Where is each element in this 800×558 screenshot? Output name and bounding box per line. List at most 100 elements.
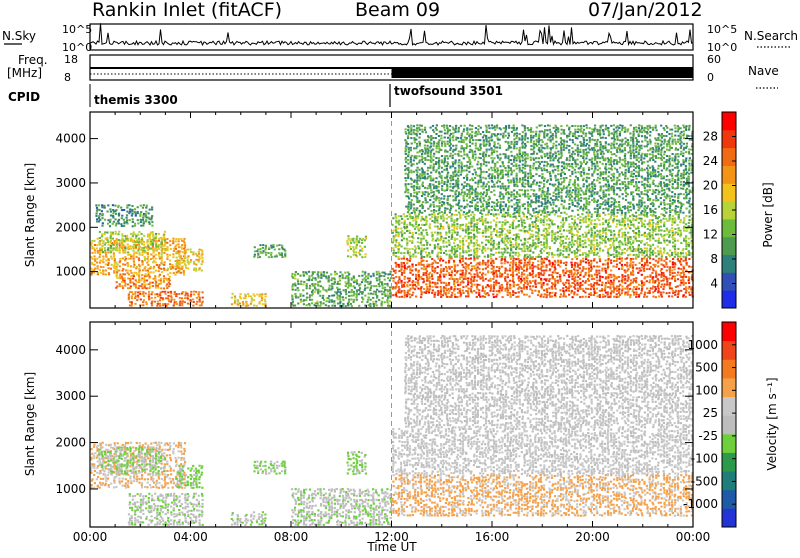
- range-time-cell: [660, 242, 662, 244]
- range-time-cell: [473, 220, 475, 222]
- range-time-cell: [393, 238, 395, 240]
- range-time-cell: [554, 236, 556, 238]
- range-time-cell: [430, 192, 432, 194]
- range-time-cell: [429, 205, 431, 207]
- range-time-cell: [683, 256, 685, 258]
- range-time-cell: [179, 263, 181, 265]
- range-time-cell: [492, 244, 494, 246]
- range-time-cell: [669, 260, 671, 262]
- range-time-cell: [130, 248, 132, 250]
- range-time-cell: [348, 285, 350, 287]
- range-time-cell: [568, 282, 570, 284]
- range-time-cell: [416, 129, 418, 131]
- range-time-cell: [105, 270, 107, 272]
- range-time-cell: [454, 214, 456, 216]
- range-time-cell: [465, 285, 467, 287]
- range-time-cell: [457, 204, 459, 206]
- range-time-cell: [352, 238, 354, 240]
- range-time-cell: [134, 225, 136, 227]
- range-time-cell: [652, 222, 654, 224]
- range-time-cell: [397, 227, 399, 229]
- range-time-cell: [201, 263, 203, 265]
- range-time-cell: [509, 292, 511, 294]
- range-time-cell: [598, 270, 600, 272]
- range-time-cell: [426, 244, 428, 246]
- range-time-cell: [666, 284, 668, 286]
- range-time-cell: [365, 253, 367, 255]
- range-time-cell: [455, 190, 457, 192]
- range-time-cell: [157, 303, 159, 305]
- range-time-cell: [657, 265, 659, 267]
- range-time-cell: [591, 232, 593, 234]
- range-time-cell: [532, 226, 534, 228]
- range-time-cell: [247, 305, 249, 307]
- range-time-cell: [671, 252, 673, 254]
- range-time-cell: [563, 274, 565, 276]
- range-time-cell: [462, 280, 464, 282]
- range-time-cell: [421, 224, 423, 226]
- range-time-cell: [443, 218, 445, 220]
- range-time-cell: [568, 280, 570, 282]
- range-time-cell: [658, 253, 660, 255]
- range-time-cell: [686, 230, 688, 232]
- range-time-cell: [370, 293, 372, 295]
- range-time-cell: [456, 238, 458, 240]
- range-time-cell: [325, 304, 327, 306]
- range-time-cell: [496, 276, 498, 278]
- range-time-cell: [404, 294, 406, 296]
- range-time-cell: [652, 280, 654, 282]
- range-time-cell: [627, 225, 629, 227]
- range-time-cell: [128, 297, 130, 299]
- range-time-cell: [457, 171, 459, 173]
- range-time-cell: [596, 223, 598, 225]
- range-time-cell: [439, 260, 441, 262]
- range-time-cell: [448, 216, 450, 218]
- range-time-cell: [554, 238, 556, 240]
- range-time-cell: [462, 255, 464, 257]
- range-time-cell: [457, 270, 459, 272]
- range-time-cell: [671, 254, 673, 256]
- range-time-cell: [448, 296, 450, 298]
- range-time-cell: [101, 247, 103, 249]
- range-time-cell: [590, 266, 592, 268]
- range-time-cell: [563, 256, 565, 258]
- range-time-cell: [565, 238, 567, 240]
- range-time-cell: [344, 277, 346, 279]
- range-time-cell: [504, 222, 506, 224]
- range-time-cell: [616, 293, 618, 295]
- range-time-cell: [91, 262, 93, 264]
- range-time-cell: [674, 244, 676, 246]
- range-time-cell: [580, 260, 582, 262]
- range-time-cell: [295, 295, 297, 297]
- range-time-cell: [524, 226, 526, 228]
- range-time-cell: [688, 286, 690, 288]
- range-time-cell: [596, 239, 598, 241]
- range-time-cell: [144, 285, 146, 287]
- range-time-cell: [152, 257, 154, 259]
- range-time-cell: [596, 214, 598, 216]
- range-time-cell: [460, 162, 462, 164]
- range-time-cell: [548, 280, 550, 282]
- range-time-cell: [151, 301, 153, 303]
- range-time-cell: [425, 240, 427, 242]
- range-time-cell: [560, 293, 562, 295]
- range-time-cell: [312, 289, 314, 291]
- nsky-trace: [90, 23, 693, 45]
- range-time-cell: [541, 248, 543, 250]
- range-time-cell: [630, 282, 632, 284]
- range-time-cell: [446, 184, 448, 186]
- range-time-cell: [437, 216, 439, 218]
- range-time-cell: [616, 220, 618, 222]
- range-time-cell: [160, 278, 162, 280]
- range-time-cell: [429, 223, 431, 225]
- range-time-cell: [162, 291, 164, 293]
- range-time-cell: [102, 242, 104, 244]
- range-time-cell: [518, 243, 520, 245]
- range-time-cell: [646, 214, 648, 216]
- range-time-cell: [640, 292, 642, 294]
- range-time-cell: [465, 258, 467, 260]
- range-time-cell: [512, 272, 514, 274]
- range-time-cell: [492, 268, 494, 270]
- range-time-cell: [588, 230, 590, 232]
- range-time-cell: [153, 252, 155, 254]
